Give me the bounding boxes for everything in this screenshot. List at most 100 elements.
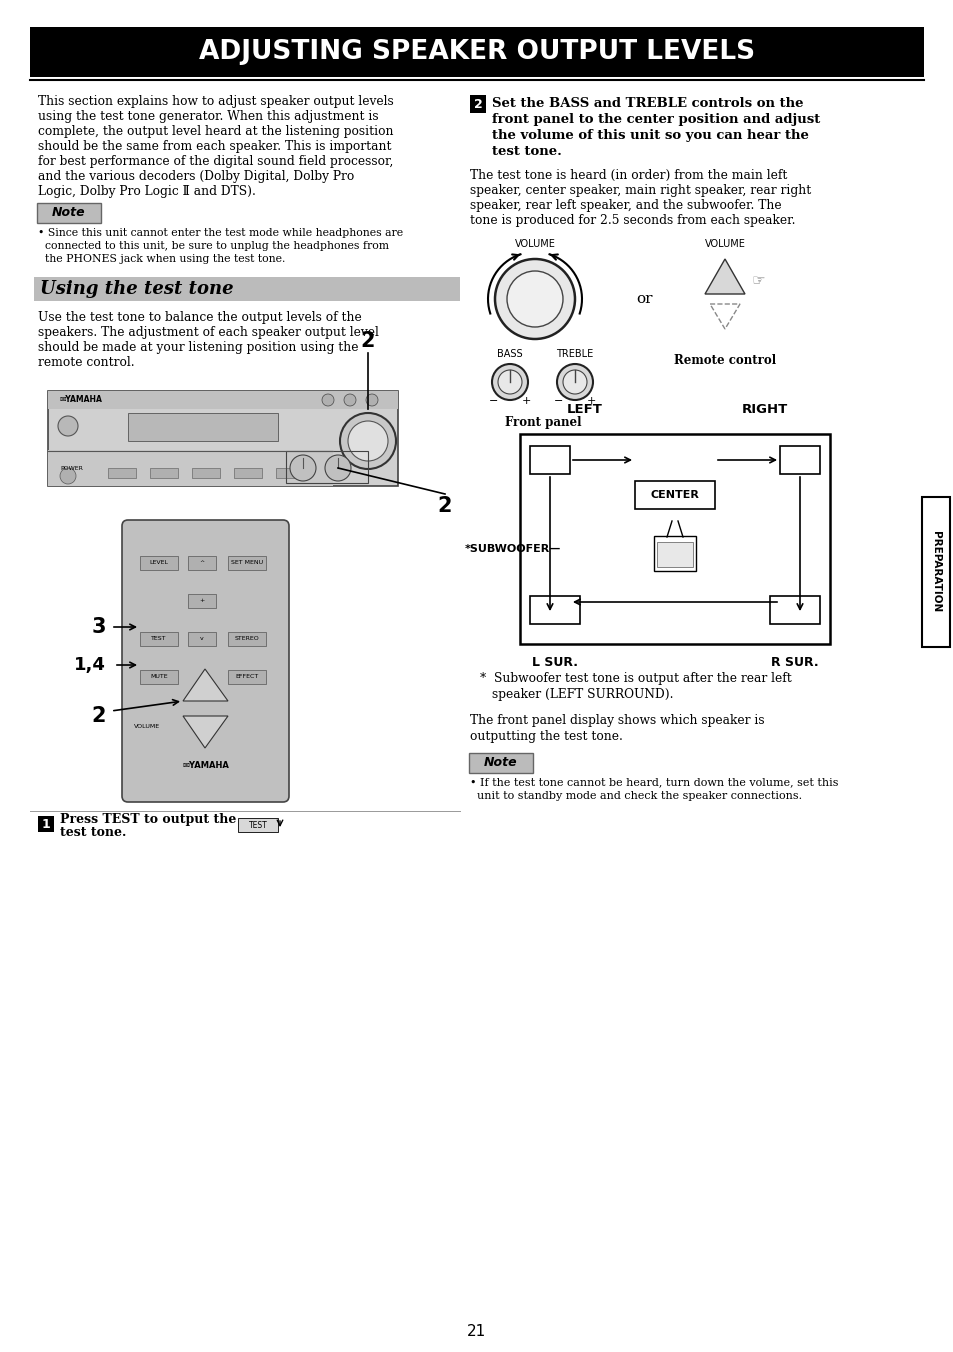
FancyBboxPatch shape [469,753,533,773]
Text: outputting the test tone.: outputting the test tone. [470,730,622,744]
Bar [657,542,692,566]
Text: test tone.: test tone. [60,826,126,840]
Polygon shape [183,669,228,700]
Bar [530,446,569,475]
Text: −: − [489,396,498,406]
Text: remote control.: remote control. [38,356,134,369]
Text: TREBLE: TREBLE [556,349,593,360]
Bar [530,596,579,625]
Bar [470,95,485,114]
Text: RIGHT: RIGHT [741,403,787,416]
Text: *  Subwoofer test tone is output after the rear left: * Subwoofer test tone is output after th… [479,672,791,685]
Text: ^: ^ [199,561,204,565]
Bar [654,535,696,571]
Text: MUTE: MUTE [150,675,168,680]
Text: should be made at your listening position using the: should be made at your listening positio… [38,341,358,354]
Bar [48,391,397,410]
Text: Note: Note [484,757,517,769]
Text: for best performance of the digital sound field processor,: for best performance of the digital soun… [38,155,393,168]
Text: TEST: TEST [152,637,167,641]
Bar [921,498,949,648]
Circle shape [506,270,562,327]
Text: The test tone is heard (in order) from the main left: The test tone is heard (in order) from t… [470,169,786,183]
Text: R SUR.: R SUR. [770,656,818,669]
Text: 1: 1 [42,818,51,830]
Text: Set the BASS and TREBLE controls on the: Set the BASS and TREBLE controls on the [492,97,802,110]
Text: +: + [199,599,204,603]
Text: speaker, center speaker, main right speaker, rear right: speaker, center speaker, main right spea… [470,184,810,197]
Circle shape [290,456,315,481]
Polygon shape [183,717,228,748]
Bar [140,556,178,571]
Polygon shape [704,260,744,293]
Bar [780,446,820,475]
Bar [228,556,266,571]
Bar [192,468,220,479]
Bar [38,817,54,831]
Bar [108,468,136,479]
Circle shape [322,393,334,406]
FancyBboxPatch shape [37,203,101,223]
Text: EFFECT: EFFECT [235,675,258,680]
Bar [233,468,262,479]
Bar [48,391,397,485]
Bar [30,27,923,77]
Text: • Since this unit cannot enter the test mode while headphones are: • Since this unit cannot enter the test … [38,228,403,238]
Text: This section explains how to adjust speaker output levels: This section explains how to adjust spea… [38,95,394,108]
Text: Using the test tone: Using the test tone [40,280,233,297]
Bar [228,671,266,684]
Text: speaker (LEFT SURROUND).: speaker (LEFT SURROUND). [492,688,673,700]
Text: ✉YAMAHA: ✉YAMAHA [60,396,103,404]
Text: 21: 21 [467,1325,486,1340]
Bar [228,631,266,646]
Circle shape [60,468,76,484]
Text: front panel to the center position and adjust: front panel to the center position and a… [492,114,820,126]
Text: Remote control: Remote control [673,354,775,366]
Bar [275,468,304,479]
Circle shape [557,364,593,400]
Bar [286,452,368,483]
Circle shape [58,416,78,435]
Text: STEREO: STEREO [234,637,259,641]
Bar [188,631,215,646]
Text: ADJUSTING SPEAKER OUTPUT LEVELS: ADJUSTING SPEAKER OUTPUT LEVELS [199,39,754,65]
Text: VOLUME: VOLUME [133,723,160,729]
Text: Press TEST to output the: Press TEST to output the [60,813,236,826]
Text: *SUBWOOFER—: *SUBWOOFER— [464,544,560,554]
Text: complete, the output level heard at the listening position: complete, the output level heard at the … [38,124,393,138]
Circle shape [562,370,586,393]
Text: The front panel display shows which speaker is: The front panel display shows which spea… [470,714,763,727]
Text: and the various decoders (Dolby Digital, Dolby Pro: and the various decoders (Dolby Digital,… [38,170,354,183]
Circle shape [366,393,377,406]
Text: LEVEL: LEVEL [150,561,169,565]
Bar [34,277,459,301]
Bar [140,631,178,646]
Circle shape [325,456,351,481]
Circle shape [339,412,395,469]
Text: Use the test tone to balance the output levels of the: Use the test tone to balance the output … [38,311,361,324]
Text: 2: 2 [437,496,452,516]
Bar [237,818,277,831]
Text: LEFT: LEFT [566,403,602,416]
Circle shape [497,370,521,393]
Text: the PHONES jack when using the test tone.: the PHONES jack when using the test tone… [38,254,285,264]
Text: Front panel: Front panel [504,416,581,429]
Circle shape [344,393,355,406]
Text: Logic, Dolby Pro Logic Ⅱ and DTS).: Logic, Dolby Pro Logic Ⅱ and DTS). [38,185,255,197]
Polygon shape [709,304,740,329]
Text: test tone.: test tone. [492,145,561,158]
Text: +: + [586,396,595,406]
Text: +: + [520,396,530,406]
Text: 2: 2 [360,331,375,352]
Text: the volume of this unit so you can hear the: the volume of this unit so you can hear … [492,128,808,142]
Text: SET MENU: SET MENU [231,561,263,565]
Text: tone is produced for 2.5 seconds from each speaker.: tone is produced for 2.5 seconds from ea… [470,214,795,227]
Text: TEST: TEST [249,821,267,830]
Text: Note: Note [52,206,86,219]
Circle shape [348,420,388,461]
Text: 3: 3 [91,617,106,637]
Text: BASS: BASS [497,349,522,360]
Bar [140,671,178,684]
Bar [188,594,215,608]
Bar [188,556,215,571]
